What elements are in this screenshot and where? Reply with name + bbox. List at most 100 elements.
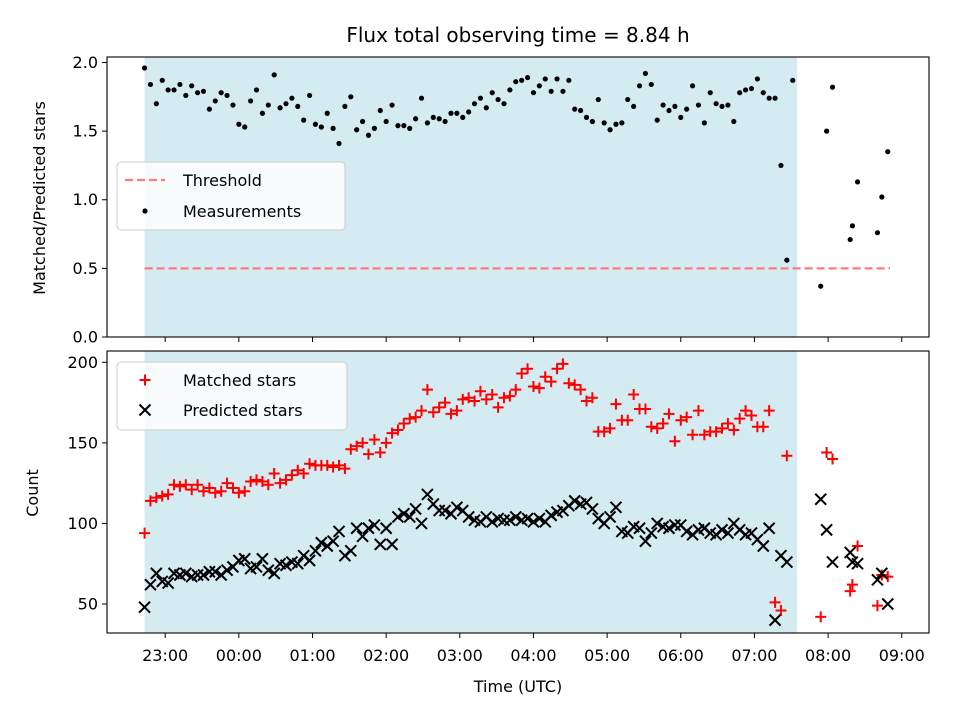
predicted-star-point: [721, 526, 735, 540]
matched-star-point: [251, 474, 263, 486]
measurement-point: [519, 77, 525, 83]
measurement-point: [625, 96, 631, 103]
predicted-star-point: [191, 568, 204, 582]
measurement-point: [253, 87, 260, 93]
x-tick-label: 05:00: [584, 646, 630, 665]
predicted-star-point: [250, 560, 263, 574]
measurement-point: [631, 103, 637, 110]
matched-star-point: [852, 540, 864, 552]
measurement-point: [501, 101, 507, 107]
predicted-star-point: [633, 522, 646, 535]
matched-star-point: [192, 479, 204, 491]
matched-star-point: [333, 459, 345, 471]
matched-star-point: [569, 379, 581, 391]
predicted-star-point: [826, 555, 839, 569]
measurement-point: [454, 110, 460, 116]
predicted-star-point: [680, 525, 693, 538]
predicted-star-point: [197, 568, 210, 582]
predicted-star-point: [262, 563, 275, 577]
measurement-point: [395, 123, 401, 129]
matched-star-point: [687, 429, 699, 441]
matched-star-point: [740, 405, 752, 417]
matched-star-point: [304, 458, 316, 470]
predicted-star-point: [432, 504, 446, 517]
matched-star-point: [268, 467, 280, 479]
measurement-point: [772, 95, 778, 101]
predicted-star-point: [757, 539, 770, 553]
measurement-point: [183, 92, 189, 99]
predicted-star-point: [409, 502, 422, 516]
measurement-point: [471, 101, 478, 107]
bottom-y-tick-label: 100: [67, 514, 98, 533]
measurement-point: [689, 83, 696, 89]
measurement-point: [407, 125, 413, 131]
measurement-point: [818, 283, 824, 289]
predicted-star-point: [374, 538, 387, 551]
measurement-point: [200, 88, 207, 94]
measurement-point: [595, 96, 601, 103]
measurement-point: [418, 95, 425, 101]
matched-star-point: [575, 384, 587, 396]
predicted-star-point: [609, 501, 623, 514]
matched-star-point: [474, 385, 486, 397]
measurement-point: [336, 140, 342, 147]
predicted-star-point: [521, 512, 534, 525]
predicted-star-point: [438, 504, 452, 517]
bottom-axes-frame: [106, 350, 930, 634]
predicted-star-point: [138, 601, 151, 614]
matched-star-point: [227, 482, 239, 494]
matched-star-point: [362, 448, 374, 460]
matched-star-point: [162, 488, 174, 500]
measurement-point: [583, 114, 590, 120]
predicted-star-point: [814, 493, 827, 506]
predicted-star-point: [497, 513, 511, 527]
predicted-star-point: [368, 518, 381, 532]
matched-star-point: [150, 492, 162, 504]
matched-star-point: [775, 604, 787, 616]
x-tick-label: 01:00: [289, 646, 335, 665]
matched-star-point: [357, 437, 369, 449]
x-tick-label: 23:00: [142, 646, 188, 665]
measurement-point: [301, 117, 307, 123]
legend-predicted-swatch: [138, 403, 152, 417]
measurement-point: [513, 79, 519, 85]
legend-threshold-label: Threshold: [182, 171, 262, 190]
measurement-point: [542, 76, 548, 82]
measurement-point: [171, 87, 177, 93]
predicted-star-point: [486, 515, 499, 529]
matched-star-point: [469, 395, 481, 407]
matched-star-point: [298, 467, 310, 479]
predicted-star-point: [326, 534, 340, 548]
top-y-tick-label: 1.0: [73, 190, 98, 209]
matched-star-point: [728, 424, 740, 436]
matched-star-point: [368, 434, 380, 446]
predicted-star-point: [450, 501, 464, 514]
predicted-star-point: [568, 494, 581, 508]
measurement-point: [737, 90, 743, 96]
predicted-star-point: [350, 522, 363, 535]
predicted-star-point: [391, 510, 405, 524]
measurement-point: [790, 77, 796, 83]
matched-star-point: [757, 421, 769, 433]
legend-measurements-swatch: [142, 208, 148, 214]
matched-star-point: [698, 429, 710, 441]
measurement-point: [348, 94, 354, 100]
predicted-star-point: [715, 523, 729, 537]
predicted-star-point: [875, 567, 889, 580]
measurement-point: [678, 114, 684, 120]
measurement-point: [548, 88, 554, 94]
matched-star-point: [622, 414, 634, 426]
matched-star-point: [239, 485, 251, 497]
predicted-star-point: [851, 557, 864, 570]
matched-star-point: [492, 401, 504, 413]
x-tick-label: 02:00: [363, 646, 409, 665]
matched-star-point: [645, 421, 657, 433]
matched-star-point: [256, 476, 268, 488]
predicted-star-point: [533, 512, 546, 525]
predicted-star-point: [820, 523, 833, 537]
predicted-star-point: [315, 536, 328, 549]
matched-star-point: [174, 480, 186, 492]
matched-star-point: [433, 401, 445, 413]
predicted-star-point: [144, 578, 157, 591]
measurement-point: [748, 85, 755, 92]
